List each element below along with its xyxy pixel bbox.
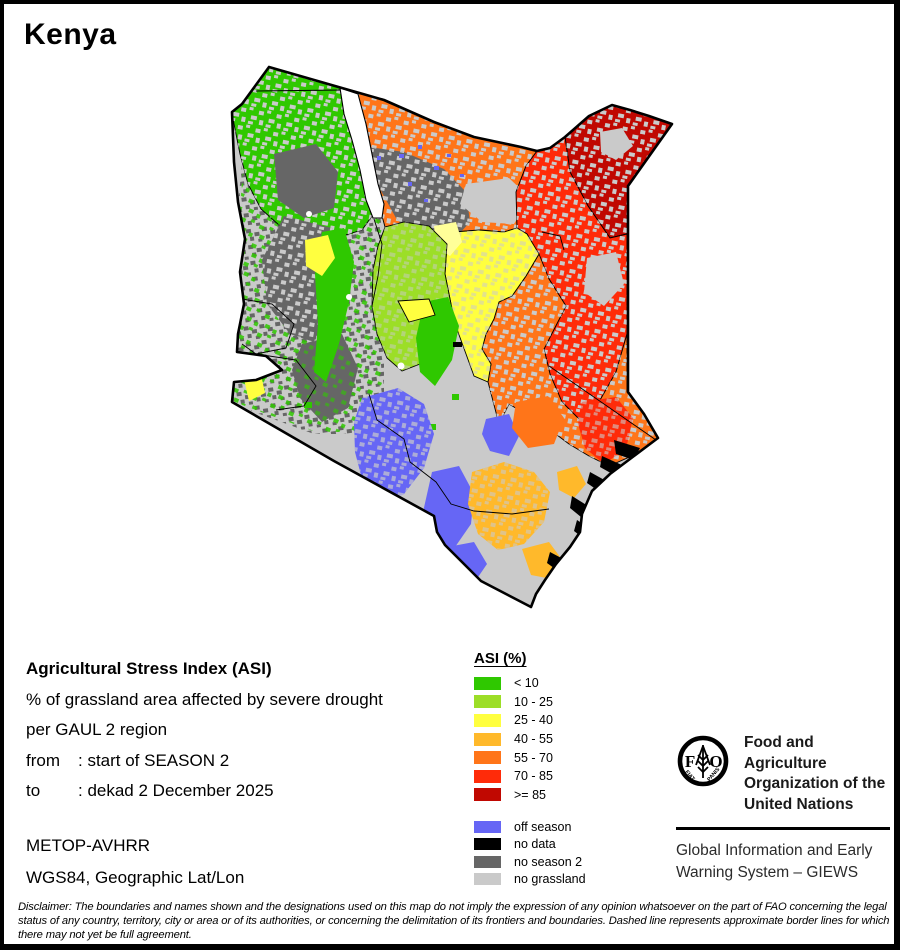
legend-title: ASI (%)	[474, 650, 527, 667]
info-period-from: from : start of SEASON 2	[26, 746, 383, 777]
legend-swatch	[474, 676, 501, 690]
to-label: to	[26, 781, 41, 800]
legend-item: no season 2	[474, 853, 664, 870]
from-value: : start of SEASON 2	[78, 750, 230, 770]
info-region-level: per GAUL 2 region	[26, 720, 168, 739]
legend-swatch	[474, 820, 501, 833]
legend-other-classes: off season no data no season 2 no grassland	[474, 818, 664, 888]
legend-item: 40 - 55	[474, 730, 664, 749]
region-central-yellow	[434, 222, 540, 383]
sensor-block: METOP-AVHRR WGS84, Geographic Lat/Lon	[26, 830, 244, 894]
info-heading: Agricultural Stress Index (ASI)	[26, 659, 272, 678]
legend-asi-classes: < 10 10 - 25 25 - 40 40 - 55 55 - 70 70 - 85 >…	[474, 674, 664, 804]
legend-item: < 10	[474, 674, 664, 693]
legend-label: >= 85	[514, 787, 546, 802]
region-northeast-darkred	[564, 104, 672, 239]
legend-label: 10 - 25	[514, 694, 553, 709]
giews-line1: Global Information and Early	[676, 841, 873, 859]
fao-org-line3: United Nations	[744, 795, 854, 813]
legend-item: 55 - 70	[474, 748, 664, 767]
legend-item: 70 - 85	[474, 767, 664, 786]
region-east-red	[515, 136, 628, 420]
legend-item: 25 - 40	[474, 711, 664, 730]
giews-caption: Global Information and Early Warning Sys…	[676, 840, 892, 884]
legend-label: no grassland	[514, 872, 586, 887]
from-label: from	[26, 750, 60, 770]
amber-patches	[468, 396, 586, 579]
legend-swatch	[474, 695, 501, 709]
legend-swatch	[474, 751, 501, 765]
fao-branding: F O FIAT PANIS Food and Agriculture Orga…	[676, 728, 892, 815]
legend-swatch	[474, 788, 501, 802]
fao-org-line2: Organization of the	[744, 775, 886, 792]
kenya-national-boundary	[230, 65, 674, 609]
legend-item: no grassland	[474, 870, 664, 887]
giews-line2: Warning System – GIEWS	[676, 863, 859, 881]
legend-label: 40 - 55	[514, 732, 553, 747]
map-legend: ASI (%) < 10 10 - 25 25 - 40 40 - 55 55 - 70…	[474, 650, 664, 888]
fao-org-name: Food and Agriculture Organization of the…	[744, 733, 892, 815]
sensor-name: METOP-AVHRR	[26, 836, 151, 855]
legend-label: off season	[514, 819, 572, 834]
legend-label: 25 - 40	[514, 713, 553, 728]
lake-turkana	[339, 87, 385, 219]
fao-logo-letter-o: O	[709, 752, 722, 771]
map-info-block: Agricultural Stress Index (ASI) % of gra…	[26, 654, 383, 807]
legend-label: 70 - 85	[514, 769, 553, 784]
disclaimer-text: Disclaimer: The boundaries and names sho…	[18, 901, 890, 941]
legend-swatch	[474, 873, 501, 886]
projection-name: WGS84, Geographic Lat/Lon	[26, 868, 245, 887]
legend-label: 55 - 70	[514, 750, 553, 765]
region-north-orange	[355, 91, 538, 246]
legend-item: 10 - 25	[474, 693, 664, 712]
off-season-specks-north	[377, 145, 464, 202]
white-dots	[306, 211, 405, 370]
admin-boundaries	[241, 89, 657, 515]
legend-swatch	[474, 855, 501, 868]
kenya-asi-map	[230, 65, 674, 609]
wheat-ear-icon	[695, 745, 711, 778]
to-value: : dekad 2 December 2025	[78, 781, 274, 800]
fao-logo-letter-f: F	[685, 752, 695, 771]
legend-label: < 10	[514, 676, 539, 691]
fao-org-line1: Food and Agriculture	[744, 734, 827, 772]
info-subtitle: % of grassland area affected by severe d…	[26, 689, 383, 709]
page-title: Kenya	[24, 18, 117, 51]
fao-divider	[676, 827, 890, 830]
legend-label: no season 2	[514, 854, 583, 869]
fao-logo-icon: F O FIAT PANIS	[677, 735, 729, 787]
yellow-west-patches	[243, 235, 436, 401]
legend-item: off season	[474, 818, 664, 835]
legend-item: >= 85	[474, 786, 664, 805]
fao-block: F O FIAT PANIS Food and Agriculture Orga…	[676, 728, 892, 884]
legend-swatch	[474, 713, 501, 727]
legend-swatch	[474, 769, 501, 783]
info-period-to: to : dekad 2 December 2025	[26, 776, 383, 807]
legend-swatch	[474, 732, 501, 746]
legend-label: no data	[514, 837, 556, 852]
legend-item: no data	[474, 836, 664, 853]
legend-swatch	[474, 838, 501, 851]
